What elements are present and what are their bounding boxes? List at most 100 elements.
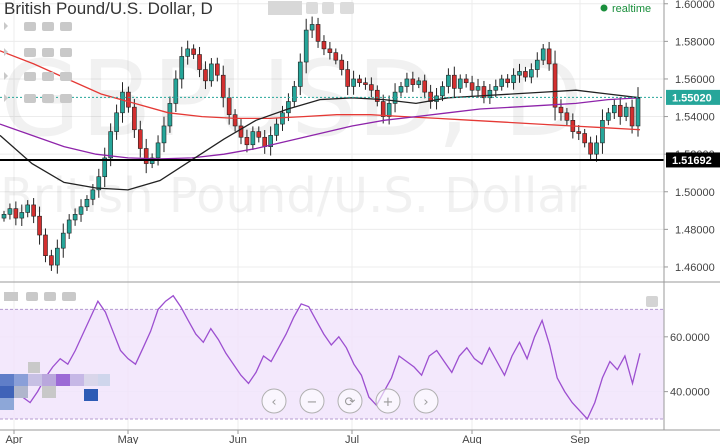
candle[interactable] [309,16,315,38]
candle[interactable] [13,201,19,226]
candle[interactable] [511,68,516,90]
candle[interactable] [600,109,605,154]
close-icon[interactable] [62,292,76,301]
candle[interactable] [523,66,528,82]
oscillator-line[interactable] [0,294,641,421]
eye-icon[interactable] [306,2,318,14]
candle[interactable] [463,74,469,88]
candle[interactable] [132,98,137,138]
close-icon[interactable] [340,2,354,14]
scroll-right-button[interactable]: › [413,388,439,414]
eye-icon[interactable] [24,22,36,31]
candle[interactable] [374,85,380,107]
gear-icon[interactable] [322,2,334,14]
candle[interactable] [499,74,505,91]
moving-average-mid[interactable] [0,97,641,160]
candle[interactable] [1,210,7,222]
candle[interactable] [558,99,564,121]
close-icon[interactable] [60,94,72,103]
moving-average-slow[interactable] [0,50,641,131]
close-icon[interactable] [60,72,72,81]
collapse-icon[interactable] [4,292,18,301]
candle[interactable] [333,48,339,65]
candle[interactable] [55,239,60,274]
candle[interactable] [540,44,546,66]
candle[interactable] [43,228,48,263]
reset-view-button[interactable]: ⟳ [337,388,363,414]
candle[interactable] [232,109,238,132]
candle[interactable] [238,119,244,145]
candle[interactable] [534,52,540,78]
candle[interactable] [191,44,196,60]
candle[interactable] [215,57,220,82]
candle[interactable] [143,138,149,174]
moving-average-fast[interactable] [0,89,641,191]
eye-icon[interactable] [24,94,36,103]
candle[interactable] [167,96,173,133]
candle[interactable] [84,195,90,211]
candle[interactable] [120,82,125,123]
candle[interactable] [256,126,262,143]
candle[interactable] [369,77,374,98]
candle[interactable] [552,50,558,121]
candle[interactable] [72,208,78,226]
candle[interactable] [357,74,362,87]
candle[interactable] [481,80,487,104]
eye-icon[interactable] [26,292,38,301]
candle[interactable] [220,65,226,108]
candle[interactable] [363,77,368,90]
zoom-in-button[interactable]: + [375,388,401,414]
candle[interactable] [529,63,534,84]
candle[interactable] [398,81,404,97]
eye-icon[interactable] [24,72,36,81]
chevron-right-icon[interactable] [4,22,8,30]
candle[interactable] [617,97,623,125]
candle[interactable] [78,199,84,222]
chevron-right-icon[interactable] [4,94,8,102]
candle[interactable] [416,77,422,89]
candle[interactable] [594,135,599,162]
candle[interactable] [404,72,410,93]
candle[interactable] [440,81,445,102]
gear-icon[interactable] [42,48,54,57]
candle[interactable] [303,18,309,74]
candle[interactable] [582,128,587,148]
zoom-out-button[interactable]: − [299,388,325,414]
candle[interactable] [19,204,25,226]
candle[interactable] [351,70,356,95]
candle[interactable] [576,125,582,141]
price-axis[interactable] [664,0,720,430]
candle[interactable] [102,147,108,187]
candle[interactable] [173,70,179,112]
pane-maximize-icon[interactable] [646,296,658,307]
candle[interactable] [321,35,327,56]
close-icon[interactable] [60,22,72,31]
candle[interactable] [31,198,36,224]
candle[interactable] [274,118,279,141]
candle[interactable] [197,46,202,78]
candle[interactable] [611,99,617,120]
candle[interactable] [126,86,131,113]
candle[interactable] [546,41,552,71]
chevron-right-icon[interactable] [4,48,8,56]
candle[interactable] [96,168,102,198]
candle[interactable] [37,206,42,245]
candle[interactable] [517,63,522,83]
candle[interactable] [434,87,439,110]
candle[interactable] [66,214,72,239]
candle[interactable] [475,78,481,98]
candle[interactable] [457,74,463,93]
candle[interactable] [606,107,611,126]
candlestick-series[interactable] [1,16,641,274]
candle[interactable] [327,41,333,60]
candle[interactable] [422,74,427,99]
gear-icon[interactable] [42,94,54,103]
candle[interactable] [629,99,635,134]
candle[interactable] [25,200,31,218]
close-icon[interactable] [60,48,72,57]
candle[interactable] [315,17,321,48]
gear-icon[interactable] [44,292,56,301]
candle[interactable] [469,75,475,98]
candle[interactable] [250,126,256,150]
